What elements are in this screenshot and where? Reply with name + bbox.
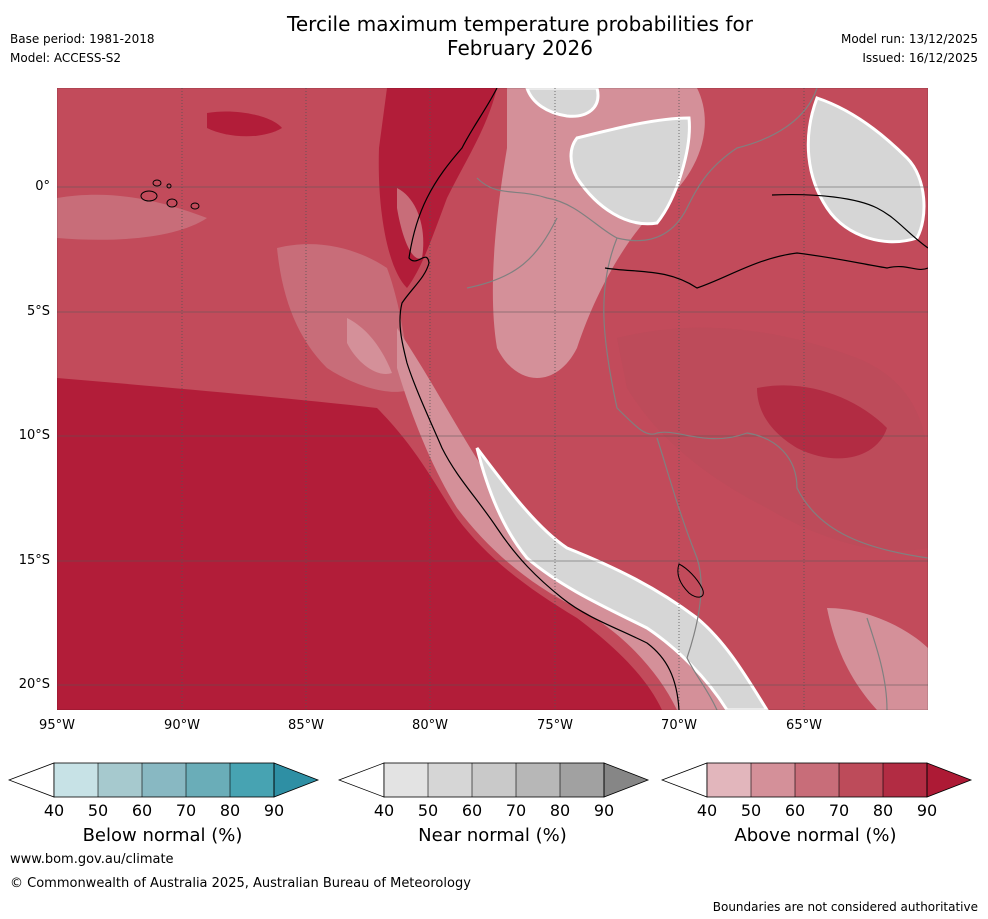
above-cb-low-triangle [661, 762, 708, 798]
model-text: Model: ACCESS-S2 [10, 51, 122, 65]
near-tick-90: 90 [593, 801, 615, 820]
above-normal-title: Above normal (%) [734, 825, 897, 846]
below-tick-90: 90 [263, 801, 285, 820]
above-tick-50: 50 [740, 801, 762, 820]
country-borders [466, 88, 928, 710]
inland-east-near-normal [806, 96, 926, 244]
lon-label-70w: 70°W [661, 718, 697, 733]
east-interior-70-zone [617, 327, 928, 551]
below-cb-swatch-4 [230, 763, 274, 797]
near-cb-swatch-2 [472, 763, 516, 797]
lat-label-0: 0° [35, 179, 50, 194]
lon-label-80w: 80°W [412, 718, 448, 733]
lon-label-75w: 75°W [537, 718, 573, 733]
east-interior-80-zone [757, 385, 887, 459]
lat-label-5s: 5°S [26, 304, 50, 319]
issued-text: Issued: 16/12/2025 [862, 51, 978, 65]
base-period-text: Base period: 1981-2018 [10, 32, 155, 46]
below-normal-colorbar [8, 762, 320, 798]
south-inland-50-zone [827, 608, 928, 710]
below-cb-low-triangle [8, 762, 55, 798]
below-tick-80: 80 [219, 801, 241, 820]
latitude-lines [57, 186, 928, 686]
near-cb-swatch-3 [516, 763, 560, 797]
near-normal-title: Near normal (%) [418, 825, 567, 846]
above-tick-90: 90 [916, 801, 938, 820]
near-cb-high-triangle [603, 762, 650, 798]
lon-label-95w: 95°W [39, 718, 75, 733]
below-tick-60: 60 [131, 801, 153, 820]
north-river [771, 193, 928, 249]
map-title: Tercile maximum temperature probabilitie… [0, 12, 988, 60]
below-tick-70: 70 [175, 801, 197, 820]
above-cb-swatch-2 [795, 763, 839, 797]
above-cb-swatch-3 [839, 763, 883, 797]
below-cb-swatch-1 [98, 763, 142, 797]
model-run-text: Model run: 13/12/2025 [840, 32, 978, 46]
galapagos-islands [140, 179, 200, 210]
near-tick-70: 70 [505, 801, 527, 820]
title-line-2: February 2026 [447, 36, 593, 60]
above-tick-70: 70 [828, 801, 850, 820]
above-normal-colorbar [661, 762, 973, 798]
lon-label-85w: 85°W [288, 718, 324, 733]
inland-north-near-normal-1 [525, 88, 600, 118]
near-tick-60: 60 [461, 801, 483, 820]
probability-map [57, 88, 928, 710]
below-cb-high-triangle [273, 762, 320, 798]
amazon-river [604, 252, 928, 289]
ocean-above-90-region [57, 378, 662, 710]
above-cb-outline [706, 762, 928, 798]
lat-label-10s: 10°S [18, 428, 50, 443]
near-cb-swatch-1 [428, 763, 472, 797]
coastal-50-band [347, 318, 392, 374]
near-tick-50: 50 [417, 801, 439, 820]
below-normal-title: Below normal (%) [82, 825, 243, 846]
above-cb-swatch-0 [707, 763, 751, 797]
above-tick-60: 60 [784, 801, 806, 820]
below-tick-50: 50 [87, 801, 109, 820]
coastline [399, 88, 680, 710]
below-tick-40: 40 [43, 801, 65, 820]
title-line-1: Tercile maximum temperature probabilitie… [287, 12, 753, 36]
west-ocean-70-band [57, 194, 207, 240]
near-normal-colorbar [338, 762, 650, 798]
inland-north-near-normal-2 [569, 116, 691, 226]
near-tick-80: 80 [549, 801, 571, 820]
below-cb-swatch-3 [186, 763, 230, 797]
near-cb-low-triangle [338, 762, 385, 798]
near-cb-swatch-0 [384, 763, 428, 797]
below-cb-swatch-0 [54, 763, 98, 797]
galapagos-80-patch [207, 111, 282, 137]
above-cb-swatch-4 [883, 763, 927, 797]
lat-label-20s: 20°S [18, 677, 50, 692]
lon-label-65w: 65°W [786, 718, 822, 733]
andes-near-normal-corridor [475, 447, 769, 710]
above-cb-swatch-1 [751, 763, 795, 797]
below-cb-outline [53, 762, 275, 798]
disclaimer-text: Boundaries are not considered authoritat… [712, 900, 978, 914]
above-tick-40: 40 [696, 801, 718, 820]
copyright-text: © Commonwealth of Australia 2025, Austra… [10, 876, 471, 891]
near-cb-swatch-4 [560, 763, 604, 797]
website-link[interactable]: www.bom.gov.au/climate [10, 852, 174, 867]
above-tick-80: 80 [872, 801, 894, 820]
lake-titicaca [677, 563, 704, 598]
near-cb-outline [383, 762, 605, 798]
above-cb-high-triangle [926, 762, 973, 798]
lon-label-90w: 90°W [164, 718, 200, 733]
lat-label-15s: 15°S [18, 553, 50, 568]
below-cb-swatch-2 [142, 763, 186, 797]
near-tick-40: 40 [373, 801, 395, 820]
coastal-north-lowland-patch [397, 188, 424, 259]
